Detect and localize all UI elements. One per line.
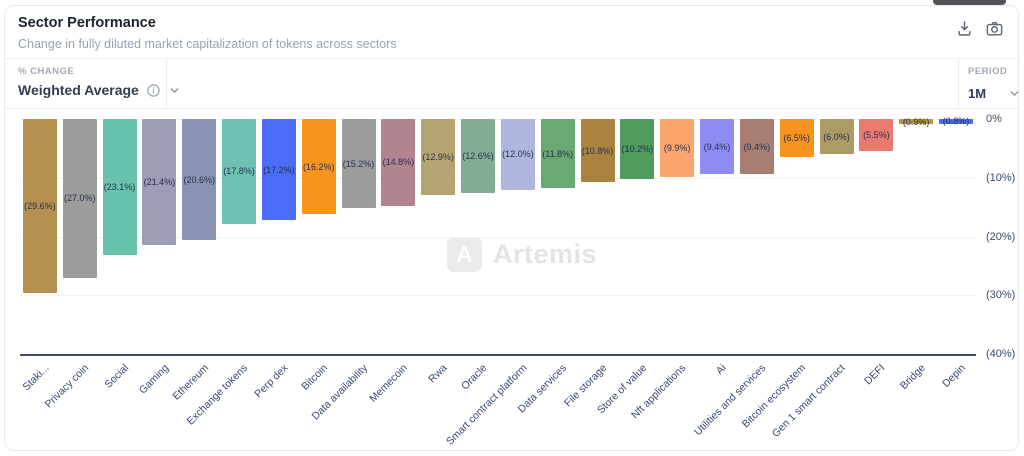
controls-bottom-divider	[5, 108, 1018, 109]
bar-data-services[interactable]: (11.8%)	[540, 119, 575, 189]
x-axis-category-label: Bitcoin	[299, 362, 331, 393]
x-axis-category-label: Social	[102, 362, 132, 391]
x-axis-line	[20, 354, 976, 356]
x-axis-category-label: DEFI	[862, 362, 888, 388]
bar-value-label: (17.2%)	[263, 164, 295, 175]
bar-defi[interactable]: (5.5%)	[859, 119, 894, 152]
page-subtitle: Change in fully diluted market capitaliz…	[18, 37, 397, 51]
x-axis-category-label: Ai	[713, 362, 729, 378]
metric-label: % CHANGE	[18, 66, 75, 77]
period-dropdown[interactable]: 1M	[968, 86, 1021, 101]
bar-store-of-value[interactable]: (10.2%)	[620, 119, 655, 179]
x-axis-category-label: Rwa	[426, 362, 450, 386]
bar-oracle[interactable]: (12.6%)	[461, 119, 496, 194]
bar-value-label: (12.9%)	[422, 151, 454, 162]
page-title: Sector Performance	[18, 15, 156, 31]
x-axis-category-label: Bridge	[897, 362, 928, 392]
bar-value-label: (10.8%)	[581, 145, 614, 156]
bar-value-label: (11.8%)	[542, 148, 574, 159]
bar-value-label: (17.8%)	[223, 166, 255, 177]
x-axis-category-label: Staki...	[20, 362, 52, 394]
artemis-logo-icon: A	[447, 237, 482, 272]
info-icon[interactable]	[146, 83, 161, 98]
bar-smart-contract-platform[interactable]: (12.0%)	[500, 119, 535, 190]
bar-privacy-coin[interactable]: (27.0%)	[62, 119, 97, 278]
y-axis-tick-label: (20%)	[986, 230, 1016, 243]
browser-tab-remnant	[933, 0, 1006, 5]
metric-dropdown[interactable]: Weighted Average	[18, 82, 181, 98]
bar-depin[interactable]: (0.8%)	[938, 116, 973, 127]
download-icon	[957, 20, 971, 36]
bar-value-label: (15.2%)	[342, 158, 375, 169]
bar-ethereum[interactable]: (20.6%)	[182, 119, 217, 241]
bar-exchange-tokens[interactable]: (17.8%)	[222, 119, 257, 224]
bar-value-label: (21.4%)	[143, 176, 176, 187]
bar-file-storage[interactable]: (10.8%)	[580, 119, 615, 183]
bar-value-label: (5.5%)	[863, 130, 890, 141]
bar-social[interactable]: (23.1%)	[102, 119, 137, 255]
bar-perp-dex[interactable]: (17.2%)	[261, 119, 296, 221]
bar-bridge[interactable]: (0.9%)	[899, 116, 934, 127]
x-axis-category-label: Memecoin	[367, 362, 410, 405]
download-button[interactable]	[954, 18, 974, 38]
bar-value-label: (14.8%)	[382, 157, 415, 168]
bar-bitcoin[interactable]: (16.2%)	[301, 119, 336, 215]
bar-value-label: (0.8%)	[942, 116, 970, 127]
y-axis-tick-label: (30%)	[986, 289, 1016, 302]
screenshot-button[interactable]	[984, 18, 1004, 38]
x-axis-category-label: Utilities and services	[692, 362, 769, 439]
bar-nft-applications[interactable]: (9.9%)	[660, 119, 695, 178]
bar-value-label: (10.2%)	[621, 143, 654, 154]
bar-staki[interactable]: (29.6%)	[22, 119, 57, 293]
y-axis-tick-label: 0%	[986, 113, 1002, 125]
bar-value-label: (9.4%)	[743, 141, 771, 152]
bar-gen-1-smart-contract[interactable]: (6.0%)	[819, 119, 854, 155]
bar-data-availability[interactable]: (15.2%)	[341, 119, 376, 209]
chevron-down-icon	[170, 87, 179, 93]
bar-value-label: (12.0%)	[502, 149, 534, 160]
bar-bitcoin-ecosystem[interactable]: (6.5%)	[779, 119, 814, 158]
artemis-watermark-text: Artemis	[493, 239, 598, 269]
bar-value-label: (29.6%)	[24, 200, 56, 211]
bar-value-label: (20.6%)	[183, 174, 215, 185]
x-axis-category-label: Oracle	[459, 362, 490, 393]
artemis-watermark: A Artemis	[447, 237, 597, 272]
camera-icon	[986, 21, 1002, 36]
x-axis-category-label: Depin	[939, 362, 968, 390]
y-axis-tick-label: (10%)	[986, 171, 1016, 184]
gridline	[20, 295, 976, 297]
header-divider	[5, 58, 1018, 59]
controls-divider-left	[166, 59, 167, 108]
bar-value-label: (16.2%)	[302, 161, 335, 172]
bar-memecoin[interactable]: (14.8%)	[381, 119, 416, 206]
plot-area: 0% (10%) (20%) (30%) (40%) (29.6%) Staki... (27…	[5, 6, 1018, 450]
period-dropdown-value: 1M	[968, 86, 987, 101]
bar-value-label: (23.1%)	[103, 181, 136, 192]
bar-value-label: (9.9%)	[663, 143, 691, 154]
gridline	[20, 236, 976, 238]
x-axis-category-label: Perp dex	[252, 362, 291, 401]
controls-divider-right	[958, 59, 959, 108]
metric-dropdown-value: Weighted Average	[18, 82, 139, 98]
bar-utilities-and-services[interactable]: (9.4%)	[739, 119, 774, 175]
gridline	[20, 177, 976, 179]
x-axis-category-label: Gen 1 smart contract	[770, 362, 848, 440]
bar-gaming[interactable]: (21.4%)	[142, 119, 177, 245]
x-axis-category-label: Gaming	[136, 362, 171, 397]
bar-rwa[interactable]: (12.9%)	[421, 119, 456, 195]
bar-value-label: (0.9%)	[902, 116, 930, 127]
bar-value-label: (12.6%)	[462, 151, 494, 161]
sector-performance-card: Sector Performance Change in fully dilut…	[4, 5, 1019, 451]
gridline	[20, 119, 976, 120]
x-axis-category-label: Ethereum	[170, 362, 211, 403]
period-label: PERIOD	[968, 66, 1008, 77]
bar-value-label: (27.0%)	[63, 193, 96, 204]
bar-ai[interactable]: (9.4%)	[700, 119, 734, 175]
bar-value-label: (9.4%)	[703, 141, 731, 152]
bar-value-label: (6.5%)	[783, 133, 810, 144]
bar-value-label: (6.0%)	[823, 131, 850, 142]
y-axis-tick-label: (40%)	[986, 348, 1016, 360]
chevron-down-icon	[1010, 91, 1019, 96]
